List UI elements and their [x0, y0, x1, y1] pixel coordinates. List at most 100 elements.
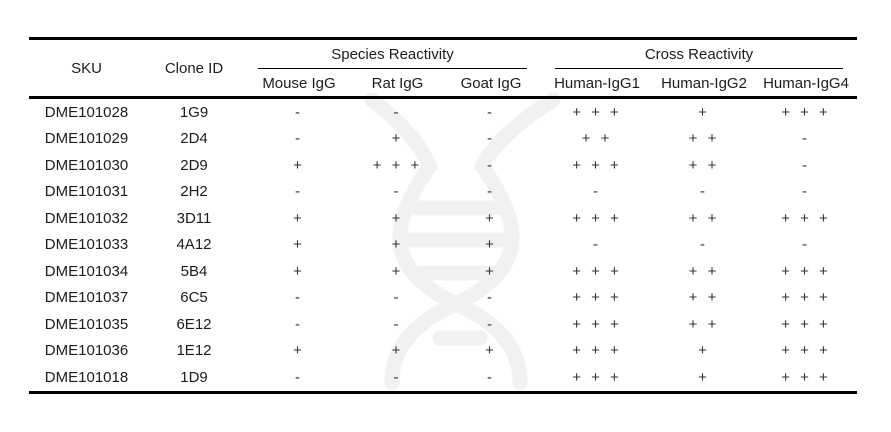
table-row: DME101033 4A12 + + + - - -: [29, 232, 857, 259]
reactivity-cell: -: [593, 183, 601, 201]
reactivity-cell: + +: [688, 130, 720, 148]
column-header: Goat IgG: [460, 74, 522, 92]
column-header: Rat IgG: [371, 74, 424, 92]
clone-id-cell: 2H2: [180, 183, 208, 201]
reactivity-cell: -: [393, 315, 402, 333]
reactivity-cell: +: [485, 262, 497, 280]
group-header-row: SKU Clone ID Species Reactivity Cross Re…: [29, 39, 857, 77]
table-row: DME101030 2D9 + + + + - + + + + + -: [29, 152, 857, 179]
column-header-sku: SKU: [71, 59, 102, 77]
reactivity-cell: -: [487, 156, 495, 174]
reactivity-cell: -: [487, 289, 495, 307]
reactivity-cell: + + +: [781, 289, 831, 307]
reactivity-cell: +: [293, 209, 305, 227]
reactivity-cell: + +: [688, 315, 720, 333]
reactivity-cell: -: [700, 183, 708, 201]
reactivity-cell: -: [295, 289, 303, 307]
reactivity-cell: + + +: [372, 156, 423, 174]
reactivity-cell: + + +: [781, 315, 831, 333]
reactivity-cell: + + +: [781, 262, 831, 280]
reactivity-cell: + + +: [572, 342, 622, 360]
reactivity-cell: +: [391, 209, 404, 227]
reactivity-cell: +: [698, 368, 710, 386]
table-row: DME101037 6C5 - - - + + + + + + + +: [29, 285, 857, 312]
clone-id-cell: 1E12: [176, 342, 212, 360]
table-row: DME101031 2H2 - - - - - -: [29, 179, 857, 206]
reactivity-cell: + + +: [572, 209, 622, 227]
column-header-clone-id: Clone ID: [164, 59, 224, 77]
reactivity-cell: +: [698, 342, 710, 360]
reactivity-cell: + + +: [781, 103, 831, 121]
subheader-row: Mouse IgG Rat IgG Goat IgG Human-IgG1 Human-…: [29, 70, 857, 98]
reactivity-cell: +: [293, 262, 305, 280]
reactivity-cell: -: [393, 289, 402, 307]
reactivity-cell: +: [391, 130, 404, 148]
reactivity-cell: -: [295, 103, 303, 121]
sku-cell: DME101028: [44, 103, 129, 121]
reactivity-cell: +: [391, 262, 404, 280]
reactivity-cell: -: [487, 183, 495, 201]
sku-cell: DME101030: [44, 156, 129, 174]
group-header-label: Species Reactivity: [258, 42, 527, 69]
table-row: DME101036 1E12 + + + + + + + + + +: [29, 338, 857, 365]
reactivity-cell: + + +: [781, 368, 831, 386]
reactivity-cell: +: [391, 236, 404, 254]
sku-cell: DME101033: [44, 236, 129, 254]
clone-id-cell: 6C5: [180, 289, 208, 307]
reactivity-cell: + +: [688, 156, 720, 174]
reactivity-cell: + +: [688, 209, 720, 227]
reactivity-table: SKU Clone ID Species Reactivity Cross Re…: [29, 37, 857, 394]
reactivity-cell: + + +: [572, 315, 622, 333]
column-header: Human-IgG2: [661, 74, 747, 92]
reactivity-cell: -: [593, 236, 601, 254]
reactivity-cell: + + +: [572, 103, 622, 121]
reactivity-cell: -: [393, 103, 402, 121]
reactivity-cell: -: [487, 103, 495, 121]
table-header: SKU Clone ID Species Reactivity Cross Re…: [29, 39, 857, 98]
reactivity-cell: + + +: [781, 342, 831, 360]
reactivity-cell: +: [485, 209, 497, 227]
reactivity-cell: + + +: [572, 156, 622, 174]
clone-id-cell: 5B4: [180, 262, 208, 280]
reactivity-cell: -: [802, 156, 810, 174]
reactivity-cell: + + +: [572, 262, 622, 280]
clone-id-cell: 6E12: [176, 315, 212, 333]
reactivity-cell: -: [802, 130, 810, 148]
table-row: DME101034 5B4 + + + + + + + + + + +: [29, 258, 857, 285]
clone-id-cell: 4A12: [176, 236, 212, 254]
clone-id-cell: 3D11: [176, 209, 212, 227]
sku-cell: DME101031: [44, 183, 129, 201]
clone-id-cell: 2D4: [180, 130, 208, 148]
clone-id-cell: 2D9: [180, 156, 208, 174]
table-row: DME101032 3D11 + + + + + + + + + + +: [29, 205, 857, 232]
sku-cell: DME101034: [44, 262, 129, 280]
reactivity-cell: -: [487, 315, 495, 333]
reactivity-cell: + + +: [572, 289, 622, 307]
sku-cell: DME101037: [44, 289, 129, 307]
reactivity-cell: -: [487, 368, 495, 386]
reactivity-cell: + +: [581, 130, 613, 148]
sku-cell: DME101036: [44, 342, 129, 360]
reactivity-cell: -: [487, 130, 495, 148]
column-header: Mouse IgG: [262, 74, 336, 92]
table-row: DME101029 2D4 - + - + + + + -: [29, 126, 857, 153]
group-header-cross-reactivity: Cross Reactivity: [541, 39, 857, 71]
reactivity-cell: -: [802, 183, 810, 201]
reactivity-cell: +: [485, 236, 497, 254]
sku-cell: DME101032: [44, 209, 129, 227]
sku-cell: DME101035: [44, 315, 129, 333]
reactivity-cell: -: [295, 130, 303, 148]
table-body: DME101028 1G9 - - - + + + + + + + DME101029 2D4 - +…: [29, 98, 857, 393]
reactivity-cell: +: [293, 342, 305, 360]
table-row: DME101028 1G9 - - - + + + + + + +: [29, 98, 857, 126]
clone-id-cell: 1G9: [179, 103, 209, 121]
clone-id-cell: 1D9: [180, 368, 208, 386]
reactivity-cell: -: [295, 368, 303, 386]
reactivity-cell: +: [391, 342, 404, 360]
reactivity-cell: + +: [688, 289, 720, 307]
reactivity-cell: -: [393, 183, 402, 201]
table-row: DME101018 1D9 - - - + + + + + + +: [29, 364, 857, 392]
reactivity-cell: -: [393, 368, 402, 386]
column-header: Human-IgG1: [554, 74, 640, 92]
